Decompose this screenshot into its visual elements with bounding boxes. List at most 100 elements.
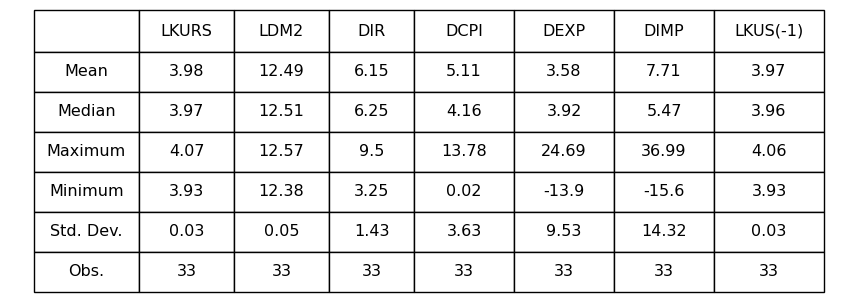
Text: 9.53: 9.53 (547, 224, 582, 239)
Bar (139, 212, 234, 252)
Bar (139, 172, 234, 212)
Text: 0.03: 0.03 (752, 224, 787, 239)
Bar (139, 10, 234, 52)
Text: DIR: DIR (358, 24, 385, 38)
Text: 3.25: 3.25 (353, 185, 390, 200)
Text: LKUS(-1): LKUS(-1) (734, 24, 804, 38)
Bar (614, 92, 714, 132)
Text: 4.06: 4.06 (752, 144, 787, 159)
Bar (234, 52, 329, 92)
Bar (234, 132, 329, 172)
Text: 33: 33 (177, 265, 196, 279)
Bar (139, 252, 234, 292)
Text: Minimum: Minimum (49, 185, 124, 200)
Bar (714, 92, 824, 132)
Bar (329, 92, 414, 132)
Text: 4.07: 4.07 (169, 144, 204, 159)
Text: 13.78: 13.78 (441, 144, 486, 159)
Bar (139, 92, 234, 132)
Text: 3.63: 3.63 (446, 224, 481, 239)
Text: LKURS: LKURS (160, 24, 213, 38)
Bar (714, 10, 824, 52)
Text: 12.38: 12.38 (258, 185, 305, 200)
Text: 24.69: 24.69 (541, 144, 587, 159)
Text: 14.32: 14.32 (641, 224, 686, 239)
Bar (414, 252, 514, 292)
Text: Std. Dev.: Std. Dev. (51, 224, 123, 239)
Bar (234, 10, 329, 52)
Bar (329, 172, 414, 212)
Text: 12.57: 12.57 (258, 144, 305, 159)
Bar (614, 212, 714, 252)
Text: LDM2: LDM2 (259, 24, 304, 38)
Bar (714, 52, 824, 92)
Bar (234, 212, 329, 252)
Text: 33: 33 (361, 265, 382, 279)
Bar (414, 52, 514, 92)
Bar (329, 212, 414, 252)
Text: 33: 33 (759, 265, 779, 279)
Text: -13.9: -13.9 (543, 185, 584, 200)
Bar (714, 132, 824, 172)
Text: 36.99: 36.99 (641, 144, 686, 159)
Text: 33: 33 (271, 265, 292, 279)
Bar (514, 52, 614, 92)
Text: 4.16: 4.16 (446, 104, 482, 120)
Bar (714, 212, 824, 252)
Text: 6.25: 6.25 (353, 104, 390, 120)
Bar (414, 92, 514, 132)
Text: 0.02: 0.02 (446, 185, 481, 200)
Text: 3.97: 3.97 (169, 104, 204, 120)
Bar (34, 10, 139, 52)
Bar (614, 252, 714, 292)
Bar (234, 92, 329, 132)
Bar (34, 52, 139, 92)
Text: 33: 33 (654, 265, 674, 279)
Text: 3.92: 3.92 (547, 104, 582, 120)
Text: 12.51: 12.51 (258, 104, 305, 120)
Bar (329, 10, 414, 52)
Bar (414, 172, 514, 212)
Text: 3.93: 3.93 (752, 185, 787, 200)
Bar (139, 52, 234, 92)
Bar (234, 172, 329, 212)
Bar (414, 132, 514, 172)
Bar (34, 172, 139, 212)
Text: 3.58: 3.58 (547, 65, 582, 79)
Bar (329, 132, 414, 172)
Text: 0.03: 0.03 (169, 224, 204, 239)
Bar (514, 212, 614, 252)
Text: 3.97: 3.97 (752, 65, 787, 79)
Text: DCPI: DCPI (445, 24, 483, 38)
Bar (34, 212, 139, 252)
Bar (139, 132, 234, 172)
Text: 0.05: 0.05 (263, 224, 299, 239)
Bar (34, 132, 139, 172)
Bar (514, 172, 614, 212)
Text: DIMP: DIMP (644, 24, 685, 38)
Text: 12.49: 12.49 (258, 65, 305, 79)
Bar (34, 252, 139, 292)
Text: Median: Median (57, 104, 116, 120)
Bar (614, 132, 714, 172)
Text: 9.5: 9.5 (359, 144, 384, 159)
Bar (614, 172, 714, 212)
Text: 3.96: 3.96 (752, 104, 787, 120)
Text: 5.11: 5.11 (446, 65, 482, 79)
Bar (414, 212, 514, 252)
Text: 1.43: 1.43 (353, 224, 390, 239)
Text: 7.71: 7.71 (646, 65, 682, 79)
Text: Obs.: Obs. (69, 265, 105, 279)
Text: -15.6: -15.6 (644, 185, 685, 200)
Text: 5.47: 5.47 (646, 104, 682, 120)
Bar (329, 252, 414, 292)
Bar (514, 92, 614, 132)
Text: Maximum: Maximum (47, 144, 126, 159)
Text: Mean: Mean (64, 65, 108, 79)
Text: 33: 33 (454, 265, 474, 279)
Bar (329, 52, 414, 92)
Bar (714, 252, 824, 292)
Text: 33: 33 (554, 265, 574, 279)
Text: 3.93: 3.93 (169, 185, 204, 200)
Text: 6.15: 6.15 (353, 65, 390, 79)
